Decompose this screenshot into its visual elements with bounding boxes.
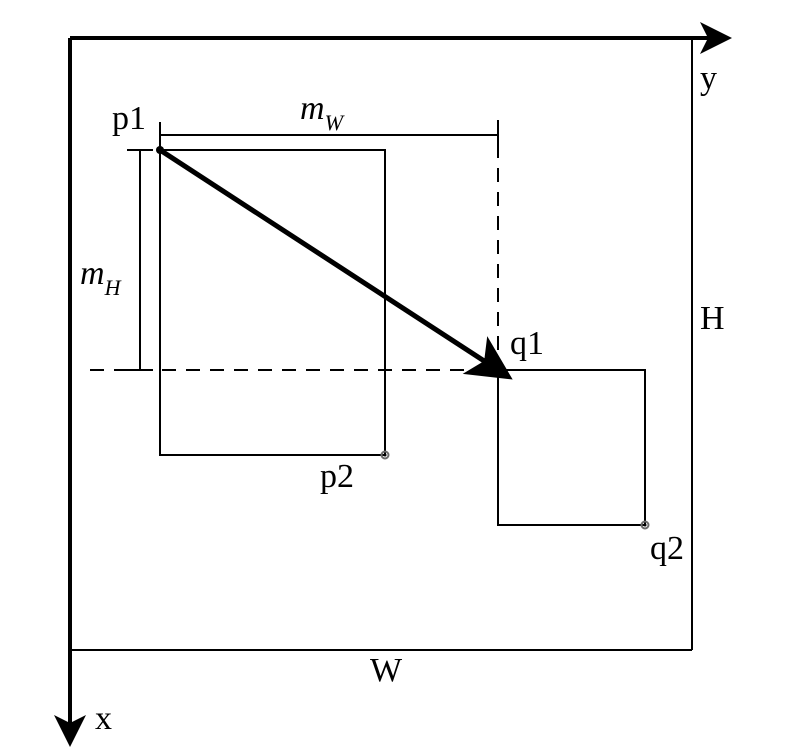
point-markers — [156, 146, 649, 529]
rect-q — [498, 370, 645, 525]
label-W: W — [370, 652, 402, 690]
label-mH: mH — [80, 255, 121, 298]
y-axis-label: y — [700, 60, 717, 98]
outer-box — [70, 38, 692, 650]
dimension-mh — [127, 150, 153, 370]
label-p2: p2 — [320, 458, 354, 496]
x-axis-label: x — [95, 700, 112, 738]
label-q1: q1 — [510, 325, 544, 363]
label-q2: q2 — [650, 530, 684, 568]
label-H: H — [700, 300, 725, 338]
vector-p1-q1 — [160, 150, 498, 370]
label-mW: mW — [300, 90, 343, 133]
label-p1: p1 — [112, 100, 146, 138]
rect-p — [160, 150, 385, 455]
